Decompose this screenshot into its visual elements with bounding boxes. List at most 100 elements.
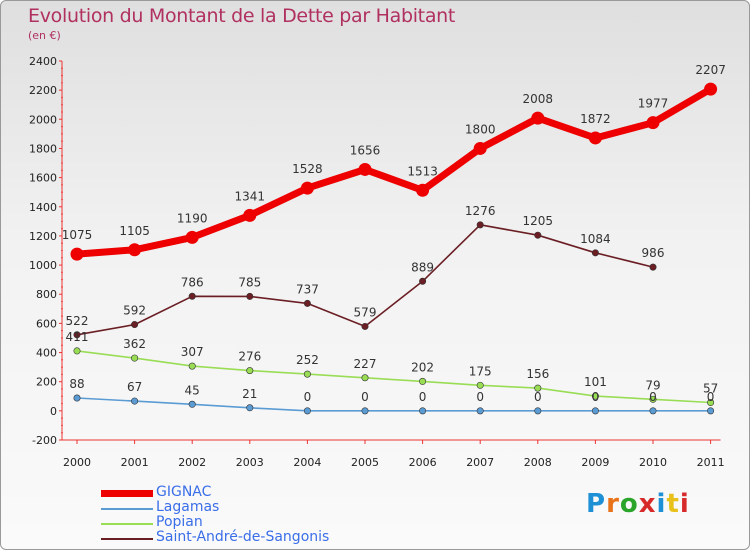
data-label: 1513 bbox=[407, 164, 438, 178]
data-label: 67 bbox=[127, 380, 142, 394]
y-tick-label: 2400 bbox=[29, 55, 57, 68]
y-tick-label: 1400 bbox=[29, 201, 57, 214]
data-label: 1528 bbox=[292, 162, 323, 176]
data-label: 0 bbox=[649, 390, 657, 404]
series-line-lagamas bbox=[76, 397, 711, 412]
data-point bbox=[303, 370, 311, 378]
data-point bbox=[649, 263, 657, 271]
data-point bbox=[476, 381, 484, 389]
legend-item-popian: Popian bbox=[101, 514, 401, 532]
data-label: 522 bbox=[66, 314, 89, 328]
data-label: 737 bbox=[296, 282, 319, 296]
data-label: 1105 bbox=[119, 224, 150, 238]
series-line-gignac bbox=[76, 86, 713, 258]
y-minor-tick bbox=[61, 74, 63, 77]
data-label: 579 bbox=[354, 305, 377, 319]
data-point bbox=[246, 292, 254, 300]
data-label: 0 bbox=[592, 390, 600, 404]
data-label: 2008 bbox=[523, 92, 554, 106]
x-tick-label: 2006 bbox=[409, 456, 437, 469]
x-tick-label: 2011 bbox=[697, 456, 725, 469]
data-label: 1872 bbox=[580, 112, 611, 126]
data-point bbox=[361, 374, 369, 382]
y-minor-tick bbox=[61, 169, 63, 172]
logo-letter: i bbox=[679, 489, 690, 519]
proxiti-logo: Proxiti bbox=[586, 489, 690, 519]
data-label: 0 bbox=[534, 390, 542, 404]
y-minor-tick bbox=[61, 96, 63, 99]
x-tick-label: 2005 bbox=[351, 456, 379, 469]
data-label: 252 bbox=[296, 353, 319, 367]
data-label: 1341 bbox=[235, 189, 266, 203]
data-label: 156 bbox=[526, 367, 549, 381]
y-tick-label: 800 bbox=[36, 288, 57, 301]
data-point bbox=[704, 82, 718, 96]
data-point bbox=[300, 181, 314, 195]
y-minor-tick bbox=[61, 395, 63, 398]
y-minor-tick bbox=[61, 373, 63, 376]
data-label: 21 bbox=[242, 387, 257, 401]
y-minor-tick bbox=[61, 315, 63, 317]
y-tick-label: 2200 bbox=[29, 84, 57, 97]
data-point bbox=[73, 331, 81, 339]
y-minor-tick bbox=[61, 424, 63, 427]
y-minor-tick bbox=[61, 402, 63, 405]
x-tick-label: 2002 bbox=[178, 456, 206, 469]
data-point bbox=[73, 394, 81, 402]
y-minor-tick bbox=[61, 337, 63, 339]
data-point bbox=[588, 131, 602, 145]
chart-title: Evolution du Montant de la Dette par Hab… bbox=[28, 5, 456, 27]
data-label: 1075 bbox=[62, 228, 93, 242]
data-point bbox=[131, 354, 139, 362]
y-minor-tick bbox=[61, 278, 63, 281]
data-label: 1190 bbox=[177, 211, 208, 225]
data-point bbox=[73, 347, 81, 355]
y-minor-tick bbox=[61, 227, 63, 230]
data-label: 79 bbox=[645, 378, 660, 392]
y-minor-tick bbox=[61, 271, 63, 274]
legend-label: Popian bbox=[156, 514, 203, 530]
y-minor-tick bbox=[61, 242, 63, 245]
data-label: 2207 bbox=[695, 63, 726, 77]
y-minor-tick bbox=[61, 132, 63, 135]
y-minor-tick bbox=[61, 220, 63, 223]
y-minor-tick bbox=[61, 184, 63, 186]
data-point bbox=[358, 162, 372, 176]
y-minor-tick bbox=[61, 388, 63, 390]
y-minor-tick bbox=[61, 154, 63, 157]
data-point bbox=[707, 407, 715, 415]
y-minor-tick bbox=[61, 417, 63, 420]
data-point bbox=[534, 407, 542, 415]
data-label: 1276 bbox=[465, 204, 496, 218]
data-point bbox=[531, 111, 545, 125]
legend-swatch bbox=[101, 538, 153, 540]
logo-letter: t bbox=[666, 489, 680, 519]
data-point bbox=[419, 377, 427, 385]
data-point bbox=[246, 404, 254, 412]
logo-letter: i bbox=[656, 489, 667, 519]
y-minor-tick bbox=[61, 103, 63, 106]
logo-letter: o bbox=[619, 489, 639, 519]
logo-letter: r bbox=[606, 489, 620, 519]
data-point bbox=[419, 277, 427, 285]
legend-swatch bbox=[101, 523, 153, 525]
y-tick-label: 400 bbox=[36, 347, 57, 360]
data-label: 88 bbox=[69, 377, 84, 391]
data-point bbox=[419, 407, 427, 415]
data-label: 1977 bbox=[638, 97, 669, 111]
data-point bbox=[534, 384, 542, 392]
x-tick-label: 2003 bbox=[236, 456, 264, 469]
y-minor-tick bbox=[61, 307, 63, 310]
data-label: 0 bbox=[419, 390, 427, 404]
y-minor-tick bbox=[61, 286, 63, 288]
data-label: 307 bbox=[181, 345, 204, 359]
data-label: 227 bbox=[354, 357, 377, 371]
legend-swatch bbox=[101, 508, 153, 510]
data-label: 0 bbox=[476, 390, 484, 404]
logo-letter: P bbox=[586, 489, 607, 519]
y-tick-label: 1000 bbox=[29, 259, 57, 272]
data-point bbox=[188, 292, 196, 300]
data-label: 362 bbox=[123, 337, 146, 351]
data-label: 175 bbox=[469, 364, 492, 378]
